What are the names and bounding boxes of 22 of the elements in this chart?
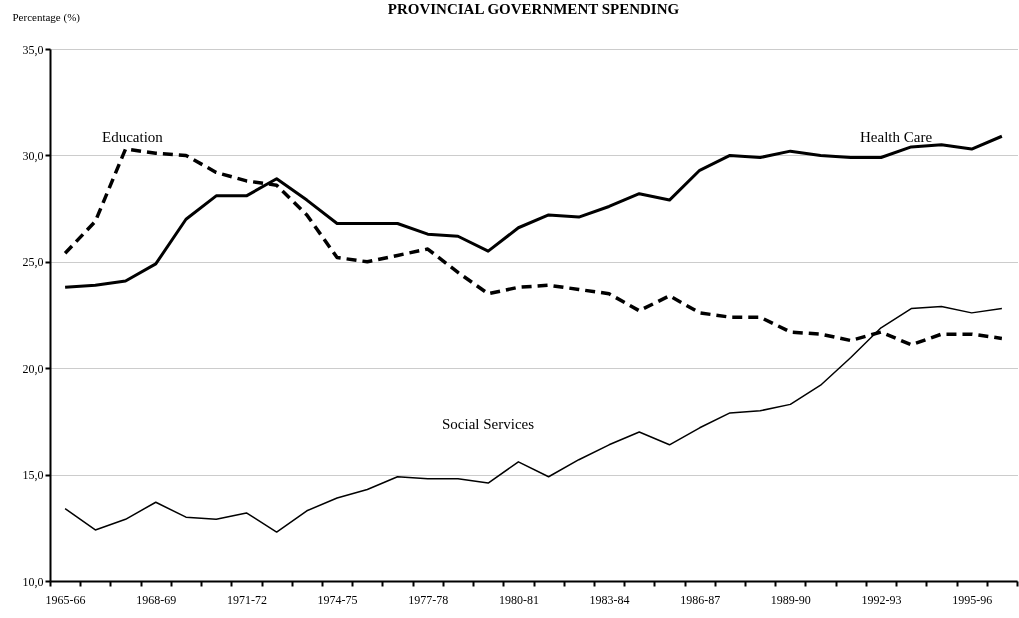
x-tick-label: 1992-93 xyxy=(861,592,902,607)
text: Social Services xyxy=(442,416,535,432)
x-tick-label: 1968-69 xyxy=(136,592,177,607)
x-tick-label: 1980-81 xyxy=(498,592,539,607)
x-tick-label: 1986-87 xyxy=(680,592,721,607)
x-tick-label: 1965-66 xyxy=(45,592,86,607)
y-tick-label: 25,0 xyxy=(22,255,44,270)
x-tick-label: 1995-96 xyxy=(952,592,993,607)
x-tick-label: 1989-90 xyxy=(770,592,811,607)
x-tick-label: 1974-75 xyxy=(317,592,358,607)
chart-title: PROVINCIAL GOVERNMENT SPENDING xyxy=(387,1,680,17)
y-tick-label: 30,0 xyxy=(22,148,44,163)
y-axis-title: Percentage (%) xyxy=(12,10,81,24)
x-tick-label: 1983-84 xyxy=(589,592,630,607)
series-label: Health Care xyxy=(860,129,933,145)
y-tick-label: 15,0 xyxy=(22,468,44,483)
x-tick-label: 1977-78 xyxy=(408,592,449,607)
series-label: Education xyxy=(102,129,164,145)
y-tick-label: 10,0 xyxy=(22,574,44,589)
y-tick-label: 20,0 xyxy=(22,361,44,376)
y-tick-label: 35,0 xyxy=(22,42,44,57)
x-tick-label: 1971-72 xyxy=(226,592,267,607)
